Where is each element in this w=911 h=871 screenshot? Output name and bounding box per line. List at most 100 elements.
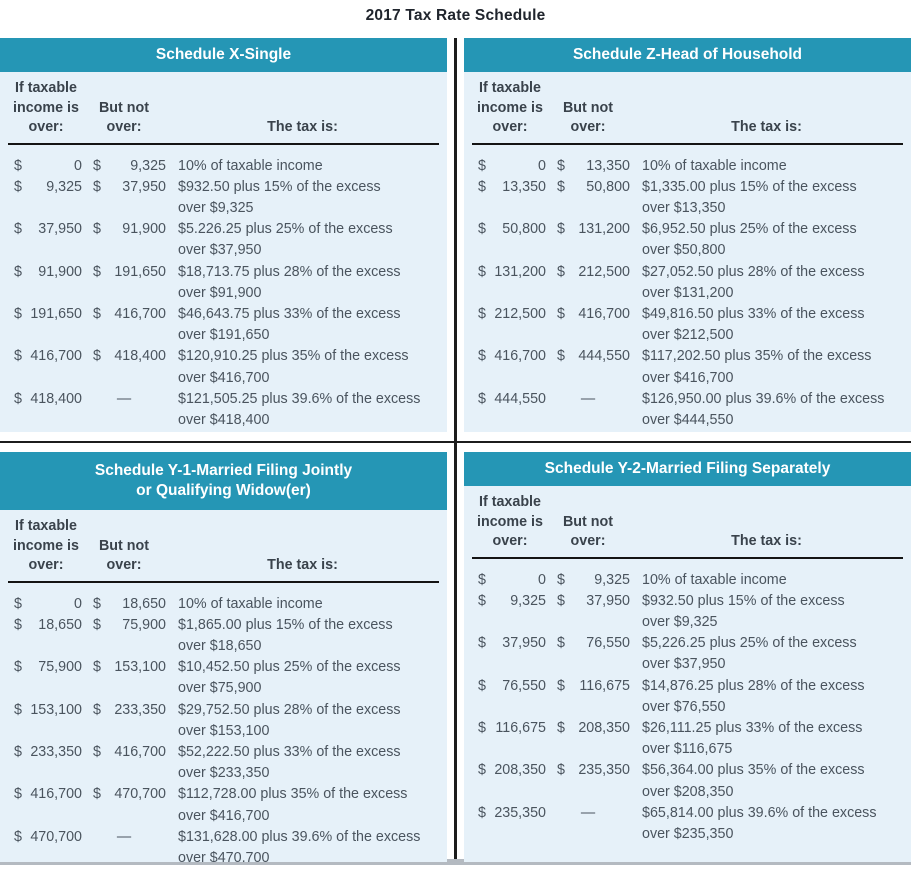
but-not-over-cell: $9,325 — [82, 156, 166, 177]
but-not-over-amount: 153,100 — [114, 659, 166, 676]
income-over-amount: 418,400 — [30, 390, 82, 407]
income-over-amount: 0 — [538, 571, 546, 588]
dollar-sign: $ — [557, 221, 565, 238]
dollar-sign: $ — [93, 701, 101, 718]
but-not-over-cell: — — [546, 803, 630, 845]
bracket-row: $0 $18,650 10% of taxable income — [8, 594, 439, 615]
but-not-over-cell: $131,200 — [546, 219, 630, 261]
bracket-row: $9,325 $37,950 $932.50 plus 15% of the exc… — [472, 591, 903, 633]
column-header-tax-is: The tax is: — [731, 533, 802, 549]
header-rule — [8, 142, 439, 145]
column-header-income-over: If taxable income is over: — [477, 80, 543, 135]
dollar-sign: $ — [14, 743, 22, 760]
dollar-sign: $ — [478, 157, 486, 174]
income-over-cell: $208,350 — [472, 760, 546, 802]
column-header-income-over: If taxable income is over: — [477, 494, 543, 549]
bracket-row: $50,800 $131,200 $6,952.50 plus 25% of the… — [472, 219, 903, 261]
dollar-sign: $ — [14, 221, 22, 238]
but-not-over-cell: $208,350 — [546, 718, 630, 760]
but-not-over-amount: 444,550 — [578, 348, 630, 365]
but-not-over-cell: $50,800 — [546, 177, 630, 219]
dollar-sign: $ — [557, 178, 565, 195]
income-over-cell: $9,325 — [472, 591, 546, 633]
but-not-over-cell: $416,700 — [82, 304, 166, 346]
income-over-amount: 50,800 — [502, 221, 546, 238]
dollar-sign: $ — [14, 828, 22, 845]
tax-formula-cell: $1,335.00 plus 15% of the excess over $13… — [642, 178, 857, 216]
tax-formula-cell: $56,364.00 plus 35% of the excess over $2… — [642, 762, 865, 800]
income-over-amount: 13,350 — [502, 178, 546, 195]
dollar-sign: $ — [557, 592, 565, 609]
bracket-rows: $0 $9,325 10% of taxable income $9,325 $37,9… — [472, 570, 903, 846]
income-over-amount: 18,650 — [38, 616, 82, 633]
income-over-amount: 9,325 — [46, 178, 82, 195]
dollar-sign: $ — [14, 305, 22, 322]
dollar-sign: $ — [557, 762, 565, 779]
bracket-row: $191,650 $416,700 $46,643.75 plus 33% of t… — [8, 304, 439, 346]
but-not-over-cell: — — [546, 389, 630, 431]
but-not-over-cell: $470,700 — [82, 784, 166, 826]
tax-formula-cell: $52,222.50 plus 33% of the excess over $2… — [178, 743, 401, 782]
but-not-over-cell: $153,100 — [82, 657, 166, 699]
dollar-sign: $ — [478, 677, 486, 694]
but-not-over-amount: 418,400 — [114, 348, 166, 365]
but-not-over-amount: 416,700 — [114, 305, 166, 322]
tax-formula-cell: $6,952.50 plus 25% of the excess over $50… — [642, 221, 857, 259]
but-not-over-amount: — — [580, 804, 596, 821]
income-over-amount: 416,700 — [494, 348, 546, 365]
but-not-over-cell: $91,900 — [82, 219, 166, 261]
but-not-over-amount: 208,350 — [578, 719, 630, 736]
dollar-sign: $ — [478, 719, 486, 736]
income-over-amount: 233,350 — [30, 743, 82, 760]
tax-formula-cell: 10% of taxable income — [178, 595, 323, 612]
bracket-row: $416,700 $418,400 $120,910.25 plus 35% of … — [8, 346, 439, 388]
income-over-amount: 0 — [74, 157, 82, 174]
dollar-sign: $ — [93, 743, 101, 760]
dollar-sign: $ — [93, 595, 101, 612]
dollar-sign: $ — [557, 635, 565, 652]
income-over-cell: $444,550 — [472, 389, 546, 431]
tax-formula-cell: 10% of taxable income — [642, 157, 787, 174]
dollar-sign: $ — [557, 677, 565, 694]
schedule-z-head-of-household-title: Schedule Z-Head of Household — [464, 38, 911, 72]
column-header-tax-is: The tax is: — [267, 119, 338, 135]
dollar-sign: $ — [478, 221, 486, 238]
but-not-over-amount: 75,900 — [122, 616, 166, 633]
income-over-cell: $416,700 — [8, 346, 82, 388]
income-over-cell: $50,800 — [472, 219, 546, 261]
but-not-over-amount: 9,325 — [130, 157, 166, 174]
dollar-sign: $ — [478, 762, 486, 779]
dollar-sign: $ — [93, 178, 101, 195]
but-not-over-amount: 116,675 — [579, 677, 630, 694]
bracket-row: $153,100 $233,350 $29,752.50 plus 28% of t… — [8, 700, 439, 742]
bracket-row: $37,950 $91,900 $5.226.25 plus 25% of the … — [8, 219, 439, 261]
bracket-row: $416,700 $470,700 $112,728.00 plus 35% of … — [8, 784, 439, 826]
bracket-row: $18,650 $75,900 $1,865.00 plus 15% of the … — [8, 615, 439, 657]
dollar-sign: $ — [478, 635, 486, 652]
bracket-row: $91,900 $191,650 $18,713.75 plus 28% of th… — [8, 262, 439, 304]
but-not-over-amount: 212,500 — [578, 263, 630, 280]
income-over-amount: 235,350 — [494, 804, 546, 821]
income-over-cell: $0 — [8, 156, 82, 177]
but-not-over-cell: $75,900 — [82, 615, 166, 657]
dollar-sign: $ — [14, 348, 22, 365]
income-over-amount: 444,550 — [494, 390, 546, 407]
tax-formula-cell: $121,505.25 plus 39.6% of the excess over… — [178, 390, 421, 428]
dollar-sign: $ — [93, 221, 101, 238]
income-over-amount: 470,700 — [30, 828, 82, 845]
but-not-over-cell: $76,550 — [546, 633, 630, 675]
tax-formula-cell: $49,816.50 plus 33% of the excess over $2… — [642, 305, 865, 344]
income-over-cell: $0 — [472, 156, 546, 177]
but-not-over-amount: 76,550 — [586, 635, 630, 652]
income-over-amount: 208,350 — [494, 762, 546, 779]
dollar-sign: $ — [93, 305, 101, 322]
dollar-sign: $ — [14, 263, 22, 280]
income-over-amount: 75,900 — [38, 659, 82, 676]
but-not-over-cell: — — [82, 827, 166, 862]
dollar-sign: $ — [557, 571, 565, 588]
income-over-amount: 191,650 — [30, 305, 82, 322]
schedule-x-single-title: Schedule X-Single — [0, 38, 447, 72]
tax-formula-cell: 10% of taxable income — [178, 157, 323, 174]
dollar-sign: $ — [93, 659, 101, 676]
bracket-row: $13,350 $50,800 $1,335.00 plus 15% of the … — [472, 177, 903, 219]
